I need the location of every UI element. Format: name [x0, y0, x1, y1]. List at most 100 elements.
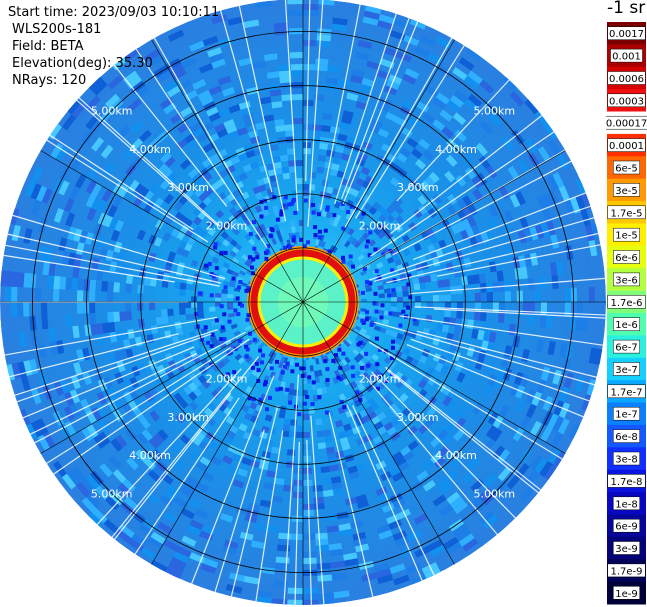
range-gate-cell — [377, 19, 394, 30]
range-gate-cell — [362, 141, 373, 151]
range-gate-cell — [180, 224, 189, 234]
range-gate-cell — [555, 153, 569, 170]
range-gate-cell — [152, 433, 165, 445]
range-gate-cell — [38, 246, 47, 262]
range-gate-cell — [225, 235, 234, 243]
range-gate-cell — [403, 450, 415, 462]
range-gate-cell — [179, 308, 186, 315]
range-gate-cell — [409, 18, 427, 30]
range-gate-cell — [222, 239, 230, 247]
halo-speckle — [365, 280, 370, 285]
range-gate-cell — [425, 366, 435, 376]
range-gate-cell — [385, 329, 393, 336]
range-gate-cell — [356, 499, 370, 509]
range-gate-cell — [303, 64, 316, 71]
range-gate-cell — [289, 52, 303, 59]
range-gate-cell — [539, 461, 553, 478]
range-gate-cell — [445, 182, 457, 194]
range-gate-cell — [53, 275, 61, 290]
range-gate-cell — [409, 574, 427, 586]
ray-gap — [392, 160, 572, 256]
range-gate-cell — [92, 80, 108, 96]
range-gate-cell — [285, 136, 295, 143]
range-gate-cell — [585, 224, 595, 242]
halo-speckle — [398, 323, 403, 328]
range-gate-cell — [209, 335, 218, 343]
range-gate-cell — [273, 224, 280, 232]
range-gate-cell — [338, 393, 347, 401]
range-gate-cell — [442, 385, 452, 396]
range-gate-cell — [205, 106, 219, 117]
range-gate-cell — [418, 205, 428, 216]
range-gate-cell — [103, 518, 120, 534]
range-gate-cell — [255, 404, 263, 413]
range-gate-cell — [430, 452, 443, 464]
range-gate-cell — [340, 122, 351, 131]
range-gate-cell — [223, 159, 234, 169]
halo-speckle — [245, 347, 250, 352]
range-gate-cell — [374, 421, 384, 431]
colorbar-label-box — [607, 138, 646, 152]
ray-gap — [437, 244, 601, 277]
range-gate-cell — [179, 159, 191, 170]
range-gate-cell — [394, 223, 404, 233]
halo-speckle — [406, 305, 411, 310]
range-gate-cell — [581, 193, 593, 210]
range-gate-cell — [361, 337, 369, 344]
range-gate-cell — [540, 302, 547, 315]
range-gate-cell — [232, 175, 242, 185]
range-gate-cell — [441, 324, 450, 333]
range-gate-cell — [343, 552, 358, 561]
range-gate-cell — [149, 277, 157, 287]
range-gate-cell — [347, 228, 355, 236]
range-gate-cell — [278, 64, 291, 72]
range-gate-cell — [237, 208, 246, 217]
range-gate-cell — [190, 435, 202, 447]
colorbar-label-box — [613, 518, 640, 533]
range-gate-cell — [365, 384, 374, 393]
range-gate-cell — [424, 176, 436, 187]
range-gate-cell — [179, 434, 191, 445]
range-gate-cell — [408, 222, 418, 232]
halo-speckle — [387, 293, 392, 298]
range-gate-cell — [240, 213, 249, 222]
range-gate-cell — [173, 551, 190, 564]
range-gate-cell — [17, 302, 24, 317]
range-gate-cell — [125, 348, 134, 359]
range-gate-cell — [445, 410, 457, 422]
range-gate-cell — [376, 262, 384, 269]
range-gate-cell — [345, 428, 354, 438]
halo-speckle — [341, 255, 345, 260]
range-gate-cell — [131, 533, 148, 547]
range-gate-cell — [303, 82, 315, 89]
range-gate-cell — [377, 205, 386, 215]
range-gate-cell — [438, 355, 447, 365]
range-gate-cell — [291, 82, 303, 89]
range-gate-cell — [157, 521, 172, 535]
range-gate-cell — [465, 47, 482, 61]
range-gate-cell — [586, 379, 597, 396]
range-gate-cell — [361, 572, 378, 582]
range-gate-cell — [488, 261, 497, 273]
range-gate-cell — [192, 79, 207, 90]
range-gate-cell — [130, 120, 144, 134]
range-gate-cell — [327, 452, 337, 461]
range-gate-cell — [164, 379, 174, 390]
range-gate-cell — [179, 486, 193, 498]
range-gate-cell — [386, 513, 400, 525]
range-gate-cell — [161, 309, 168, 317]
range-gate-cell — [413, 242, 422, 252]
halo-speckle — [311, 380, 316, 385]
range-gate-cell — [283, 418, 291, 426]
range-gate-cell — [187, 168, 199, 179]
range-gate-cell — [107, 75, 124, 90]
range-gate-cell — [446, 541, 463, 555]
range-gate-cell — [107, 281, 115, 293]
range-gate-cell — [215, 218, 224, 228]
range-gate-cell — [401, 127, 414, 138]
range-gate-cell — [418, 423, 429, 435]
range-gate-cell — [422, 479, 436, 492]
halo-speckle — [247, 396, 252, 401]
halo-speckle — [336, 375, 341, 380]
range-gate-cell — [191, 296, 198, 302]
